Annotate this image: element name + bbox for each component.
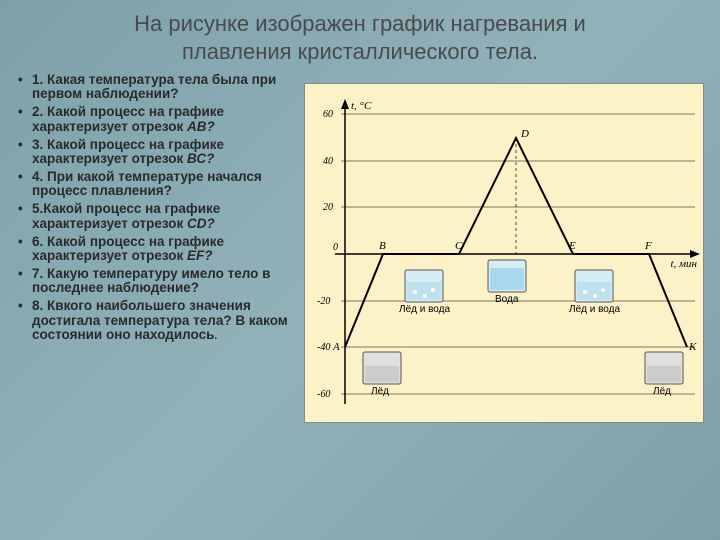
pt-B: B	[379, 240, 386, 252]
beaker-water	[488, 260, 526, 292]
question-8: 8. Квкого наибольшего значения достигала…	[18, 299, 298, 342]
question-2: 2. Какой процесс на графике характеризуе…	[18, 105, 298, 133]
pt-F: F	[645, 240, 652, 252]
chart-container: t, °C t, мин 60 40 20 0 -20 -40 -60 A B …	[298, 73, 710, 423]
pt-C: C	[455, 240, 462, 252]
question-1: 1. Какая температура тела была при перво…	[18, 73, 298, 101]
ytick-m20: -20	[317, 296, 330, 307]
title-line1: На рисунке изображен график нагревания и	[134, 11, 586, 36]
title-line2: плавления кристаллического тела.	[182, 39, 538, 64]
pt-K: K	[689, 341, 696, 353]
question-list: 1. Какая температура тела была при перво…	[18, 73, 298, 423]
beaker-label-3: Вода	[495, 294, 518, 305]
x-axis-label: t, мин	[670, 258, 697, 270]
question-4: 4. При какой температуре начался процесс…	[18, 170, 298, 198]
ytick-40: 40	[323, 156, 333, 167]
beaker-label-5: Лёд	[653, 386, 671, 397]
question-5: 5.Какой процесс на графике характеризует…	[18, 202, 298, 230]
pt-D: D	[521, 128, 529, 140]
beaker-label-1: Лёд	[371, 386, 389, 397]
pt-E: E	[569, 240, 576, 252]
beaker-label-4: Лёд и вода	[569, 304, 620, 315]
ytick-m60: -60	[317, 389, 330, 400]
ytick-20: 20	[323, 202, 333, 213]
beaker-icewater-left	[405, 270, 443, 302]
ytick-m40: -40	[317, 342, 330, 353]
content-area: 1. Какая температура тела была при перво…	[0, 73, 720, 423]
beaker-ice-right	[645, 352, 683, 384]
question-7: 7. Какую температуру имело тело в послед…	[18, 267, 298, 295]
beaker-icewater-right	[575, 270, 613, 302]
ytick-0: 0	[333, 242, 338, 253]
slide-title: На рисунке изображен график нагревания и…	[0, 0, 720, 73]
ytick-60: 60	[323, 109, 333, 120]
chart-svg	[305, 84, 705, 424]
beaker-label-2: Лёд и вода	[399, 304, 450, 315]
phase-chart: t, °C t, мин 60 40 20 0 -20 -40 -60 A B …	[304, 83, 704, 423]
question-6: 6. Какой процесс на графике характеризуе…	[18, 235, 298, 263]
y-axis-label: t, °C	[351, 100, 371, 112]
beaker-ice-left	[363, 352, 401, 384]
pt-A: A	[333, 341, 340, 353]
question-3: 3. Какой процесс на графике характеризуе…	[18, 138, 298, 166]
